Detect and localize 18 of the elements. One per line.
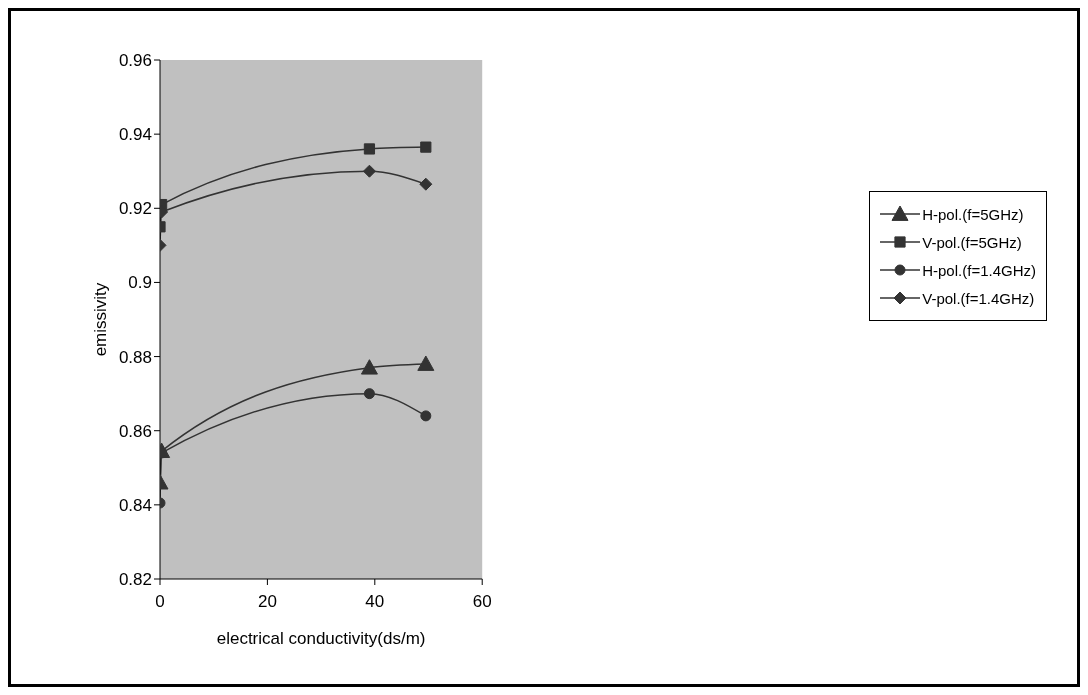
y-tick-label: 0.9 [128, 273, 152, 293]
legend-label: V-pol.(f=1.4GHz) [922, 289, 1035, 307]
y-tick-label: 0.88 [118, 347, 152, 367]
y-tick-label: 0.94 [118, 125, 152, 145]
y-tick-label: 0.84 [118, 495, 152, 515]
legend-label: H-pol.(f=1.4GHz) [922, 261, 1036, 279]
y-tick-label: 0.96 [118, 51, 152, 71]
y-tick-label: 0.82 [118, 570, 152, 590]
legend-label: H-pol.(f=5GHz) [922, 205, 1024, 223]
x-tick-label: 0 [155, 592, 165, 612]
y-tick-label: 0.92 [118, 199, 152, 219]
legend-label: V-pol.(f=5GHz) [922, 233, 1022, 251]
x-tick-label: 60 [472, 592, 492, 612]
x-axis-title: electrical conductivity(ds/m) [216, 629, 426, 648]
x-tick-label: 20 [257, 592, 277, 612]
y-tick-label: 0.86 [118, 421, 152, 441]
x-tick-label: 40 [365, 592, 385, 612]
y-axis-title: emissivity [91, 282, 111, 357]
